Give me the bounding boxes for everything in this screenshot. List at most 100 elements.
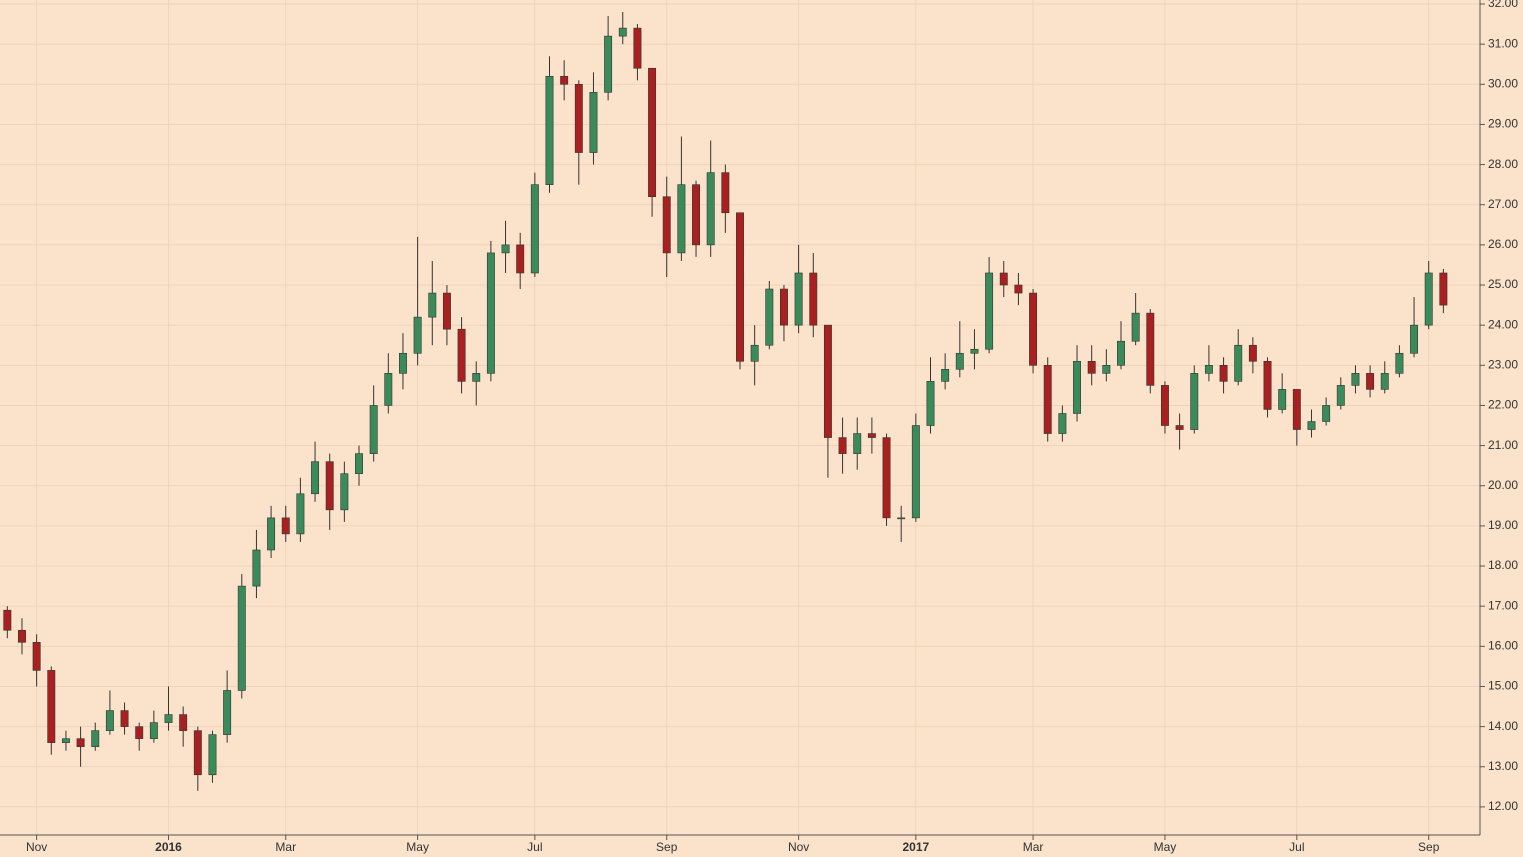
candle-body [589,92,598,153]
candle-body [3,609,12,631]
y-tick-label: 27.00 [1488,197,1518,211]
candle-body [985,272,994,350]
candle-body [648,67,657,198]
candle-body [267,517,276,551]
candle-body [105,710,114,731]
candle-body [970,348,979,354]
candle-body [486,252,495,374]
candle-body [281,517,290,535]
x-tick-label: Mar [1023,840,1044,854]
y-tick-label: 25.00 [1488,277,1518,291]
candle-body [765,288,774,346]
candle-body [399,352,407,374]
candle-body [779,288,788,326]
candle-body [1380,373,1389,390]
candle-body [706,172,715,246]
y-tick-label: 29.00 [1488,117,1518,131]
candle-body [1190,373,1199,430]
x-tick-label: Sep [1418,840,1440,854]
y-tick-label: 17.00 [1488,598,1518,612]
candle-body [794,272,803,326]
candle-body [384,373,393,406]
candle-body [838,437,847,454]
candle-body [574,84,583,153]
y-tick-label: 19.00 [1488,518,1518,532]
y-tick-label: 30.00 [1488,76,1518,90]
candle-body [1117,340,1125,366]
candle-body [1160,385,1169,426]
candle-body [223,690,232,735]
y-tick-label: 26.00 [1488,237,1518,251]
candle-body [882,437,891,519]
candle-body [32,642,41,671]
candle-body [618,27,627,37]
y-tick-label: 14.00 [1488,719,1518,733]
candle-body [1058,413,1067,434]
candle-body [1175,425,1184,430]
y-tick-label: 21.00 [1488,438,1518,452]
candle-body [677,184,686,254]
y-tick-label: 18.00 [1488,558,1518,572]
y-tick-label: 28.00 [1488,157,1518,171]
y-tick-label: 22.00 [1488,398,1518,412]
y-tick-label: 20.00 [1488,478,1518,492]
candle-body [1248,344,1257,362]
candle-body [1102,365,1111,374]
candle-body [1014,284,1023,294]
candle-body [736,212,744,362]
candle-body [1336,385,1345,406]
y-tick-label: 31.00 [1488,36,1518,50]
candle-body [867,433,876,438]
candle-body [560,75,569,85]
candle-body [91,730,100,747]
candle-body [1263,360,1272,410]
candle-body [633,27,642,69]
candle-body [1087,360,1096,374]
candle-body [135,726,144,739]
candle-body [545,75,554,185]
candle-body [1234,344,1243,382]
candle-body [516,244,525,274]
x-tick-label: May [1154,840,1177,854]
y-tick-label: 32.00 [1488,0,1518,10]
candle-body [809,272,818,326]
candle-body [340,473,349,511]
candle-body [61,738,70,743]
candle-body [999,272,1008,286]
candle-body [149,722,158,739]
candle-body [120,710,129,727]
candle-body [1424,272,1433,326]
x-tick-label: Mar [275,840,296,854]
candle-body [1029,292,1038,366]
candle-body [1131,312,1140,342]
x-tick-label: 2017 [902,840,929,854]
x-tick-label: Jul [527,840,542,854]
y-tick-label: 12.00 [1488,799,1518,813]
candle-body [442,292,451,330]
y-tick-label: 13.00 [1488,759,1518,773]
candle-body [47,670,56,743]
candle-body [1322,405,1331,422]
candle-body [897,517,906,520]
candle-body [1292,389,1301,430]
candle-body [1351,373,1360,386]
candle-body [1219,365,1228,382]
candle-body [911,425,920,519]
candle-body [1073,360,1081,414]
candle-body [853,433,862,454]
candle-body [369,405,378,454]
candle-body [1204,365,1213,374]
candle-body [296,493,305,535]
candle-body [311,461,320,495]
x-tick-label: Nov [788,840,809,854]
x-tick-label: Jul [1289,840,1304,854]
candle-body [413,316,422,354]
candle-body [955,352,964,370]
candle-body [457,328,466,382]
candle-body [472,373,481,382]
candle-body [1278,389,1287,410]
candle-body [18,629,26,643]
candle-body [721,172,730,214]
